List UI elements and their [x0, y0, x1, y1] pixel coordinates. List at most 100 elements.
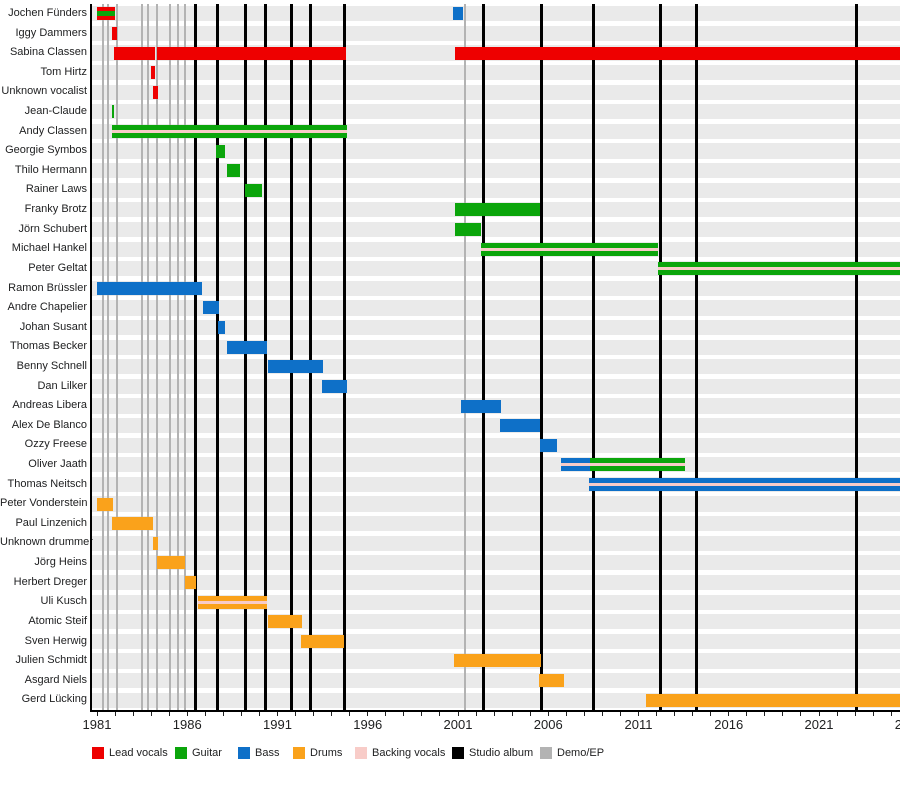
member-label-thomas-neitsch: Thomas Neitsch	[7, 477, 87, 490]
axis-tick	[764, 712, 766, 716]
axis-tick	[493, 712, 495, 716]
axis-tick	[421, 712, 423, 716]
row-band	[92, 6, 900, 22]
legend-swatch-backing-vocals	[355, 747, 367, 759]
member-label-paul-linzenich: Paul Linzenich	[15, 516, 87, 529]
bass-stripe	[588, 485, 900, 491]
axis-tick	[529, 712, 531, 716]
axis-tick	[439, 712, 441, 716]
guitar-stripe	[97, 11, 116, 17]
legend-swatch-demo-ep	[540, 747, 552, 759]
member-bar-oliver-jaath-bass	[560, 458, 590, 472]
axis-tick	[782, 712, 784, 716]
member-label-alex-de-blanco: Alex De Blanco	[11, 418, 87, 431]
member-label-ramon-br-ssler: Ramon Brüssler	[8, 281, 87, 294]
member-bar-peter-geltat-guitar	[658, 262, 900, 276]
member-bar-atomic-steif-drums	[267, 615, 302, 629]
axis-tick	[583, 712, 585, 716]
member-bar-paul-linzenich-drums	[112, 517, 153, 531]
member-bar-thilo-hermann-guitar	[226, 164, 240, 178]
axis-tick	[277, 712, 278, 716]
axis-tick	[619, 712, 621, 716]
member-label-thomas-becker: Thomas Becker	[9, 340, 87, 353]
demo-ep-line	[115, 4, 118, 710]
axis-year-label-1991: 1991	[263, 717, 292, 732]
legend-label-demo-ep: Demo/EP	[557, 747, 605, 759]
row-band	[92, 182, 900, 198]
row-band	[92, 378, 900, 394]
row-band	[92, 319, 900, 336]
axis-tick	[746, 712, 748, 716]
bass-stripe	[560, 466, 590, 472]
member-bar-ozzy-freese-bass	[540, 438, 558, 452]
legend-label-drums: Drums	[310, 747, 343, 759]
member-label-uli-kusch: Uli Kusch	[40, 595, 87, 608]
axis-tick	[547, 712, 549, 716]
demo-ep-line	[177, 4, 180, 710]
axis-year-label-2006: 2006	[533, 717, 563, 732]
member-label-peter-geltat: Peter Geltat	[28, 261, 87, 274]
guitar-stripe	[658, 270, 900, 276]
guitar-stripe	[481, 242, 659, 248]
member-label-j-rn-schubert: Jörn Schubert	[18, 222, 87, 235]
legend: Lead vocals Guitar Bass Drums Backing vocals…	[0, 747, 900, 767]
member-label-tom-hirtz: Tom Hirtz	[40, 65, 87, 78]
member-bar-ramon-br-ssler-bass	[97, 281, 202, 295]
lead-vocals-stripe	[97, 16, 116, 21]
drums-stripe	[198, 595, 267, 601]
axis-year-label-2016: 2016	[714, 717, 744, 732]
axis-tick	[313, 712, 315, 716]
row-band	[92, 104, 900, 120]
member-label-sven-herwig: Sven Herwig	[24, 634, 87, 647]
studio-album-line	[342, 4, 346, 710]
member-bar-andre-chapelier-bass	[202, 301, 220, 315]
row-band	[92, 339, 900, 355]
guitar-stripe	[112, 124, 347, 130]
member-bar-sabina-classen-lead_vocals	[114, 46, 155, 60]
axis-year-label-1981: 1981	[82, 717, 112, 732]
member-bar-sabina-classen-lead_vocals	[156, 46, 347, 60]
member-bar-jochen-f-nders-bass	[453, 7, 463, 21]
member-bar-alex-de-blanco-bass	[500, 419, 541, 433]
studio-album-line	[309, 4, 313, 710]
member-label-julien-schmidt: Julien Schmidt	[15, 654, 87, 667]
row-band	[92, 221, 900, 238]
axis-year-label-1996: 1996	[353, 717, 383, 732]
axis-tick	[222, 712, 224, 716]
row-band	[92, 280, 900, 296]
member-label-unknown-vocalist: Unknown vocalist	[1, 85, 87, 98]
member-label-oliver-jaath: Oliver Jaath	[28, 458, 87, 471]
demo-ep-line	[106, 4, 109, 710]
axis-tick	[186, 712, 188, 716]
guitar-stripe	[589, 458, 686, 464]
member-bar-j-rn-schubert-guitar	[455, 223, 481, 237]
axis-tick	[349, 712, 351, 716]
member-label-andreas-libera: Andreas Libera	[12, 399, 87, 412]
member-label-andre-chapelier: Andre Chapelier	[7, 301, 88, 314]
axis-tick	[295, 712, 297, 716]
legend-swatch-bass	[238, 747, 250, 759]
axis-tick	[872, 712, 874, 716]
member-bar-andreas-libera-bass	[460, 399, 502, 413]
member-label-benny-schnell: Benny Schnell	[16, 359, 87, 372]
legend-label-studio-album: Studio album	[469, 747, 534, 759]
axis-tick	[240, 712, 242, 716]
studio-album-line	[591, 4, 595, 710]
member-bar-michael-hankel-guitar	[481, 242, 659, 256]
axis-tick	[96, 712, 98, 716]
member-bar-unknown-vocalist-lead_vocals	[152, 85, 159, 99]
demo-ep-line	[141, 4, 144, 710]
axis-tick	[565, 712, 567, 716]
legend-swatch-lead-vocals	[92, 747, 104, 759]
row-band	[92, 457, 900, 473]
legend-swatch-drums	[293, 747, 305, 759]
member-label-johan-susant: Johan Susant	[19, 320, 87, 333]
row-band	[92, 65, 900, 81]
member-label-asgard-niels: Asgard Niels	[24, 673, 87, 686]
row-band	[92, 594, 900, 610]
axis-year-label-2021: 2021	[804, 717, 834, 732]
member-label-j-rg-heins: Jörg Heins	[34, 556, 87, 569]
member-bar-tom-hirtz-lead_vocals	[151, 66, 155, 80]
axis-year-label-2001: 2001	[443, 717, 473, 732]
member-label-herbert-dreger: Herbert Dreger	[13, 575, 87, 588]
